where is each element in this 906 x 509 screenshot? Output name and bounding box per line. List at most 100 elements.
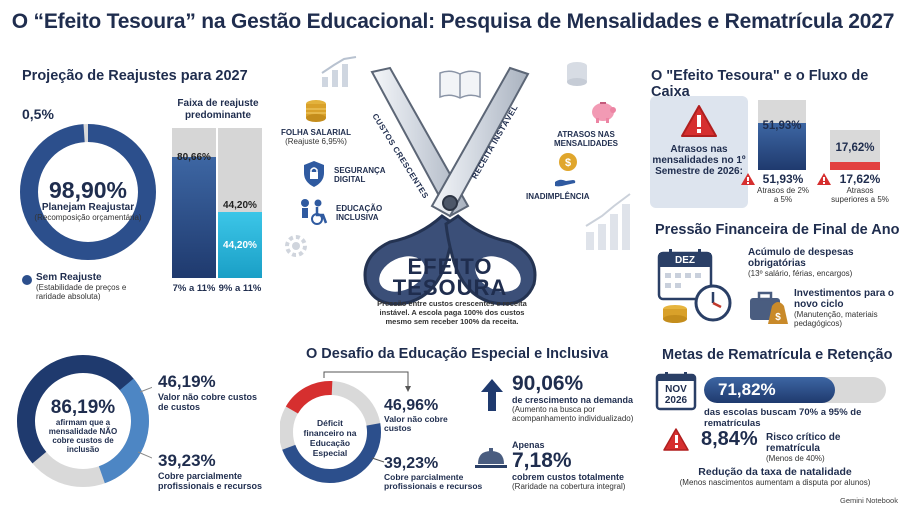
- inclusiva-label: EDUCAÇÃO INCLUSIVA: [336, 204, 383, 222]
- donut-sub: (Recomposição orçamentária): [34, 213, 142, 222]
- warning-small-icon-2: [817, 173, 831, 185]
- donut-value: 98,90%: [48, 177, 127, 203]
- inadimplencia-label: INADIMPLÊNCIA: [526, 192, 590, 201]
- scissors-icon: [363, 66, 537, 306]
- coin-stack-deco-icon: [567, 62, 587, 86]
- fluxo-bar1-caption-value: 51,93%: [762, 172, 804, 186]
- mensal-pct2-label: Cobre parcialmente profissionais e recur…: [158, 471, 263, 491]
- book-icon: [439, 70, 481, 99]
- folha-label: FOLHA SALARIAL: [281, 128, 351, 137]
- desafio-pct1-label: Valor não cobre custos: [384, 414, 448, 433]
- warning-metas-icon: [663, 428, 689, 451]
- warning-small-icon-1: [741, 173, 755, 185]
- atrasos-label: ATRASOS NAS MENSALIDADES: [553, 130, 618, 148]
- bar1-value: 80,66%: [177, 152, 211, 163]
- folha-sub: (Reajuste 6,95%): [285, 137, 347, 146]
- gear-deco-icon: [285, 235, 307, 257]
- cloche-icon: [475, 448, 507, 468]
- reajuste-donut: [20, 124, 156, 260]
- mensal-pct1-label: Valor não cobre custos de custos: [158, 392, 258, 412]
- seguranca-label: SEGURANÇA DIGITAL: [334, 166, 386, 184]
- legend-dot: [22, 275, 32, 285]
- stat2-title: cobrem custos totalmente: [512, 472, 625, 482]
- shield-lock-icon: [304, 161, 324, 187]
- bar2-fill: [218, 211, 262, 278]
- projecao-heading: Projeção de Reajustes para 2027: [22, 68, 248, 84]
- desafio-pct2-label: Cobre parcialmente profissionais e recur…: [384, 472, 483, 491]
- briefcase-icon: $: [750, 291, 788, 324]
- metas-heading: Metas de Rematrícula e Retenção: [662, 347, 893, 363]
- fluxo-bar2-bg: 17,62%: [830, 130, 880, 170]
- desafio-pct1: 46,96%: [384, 397, 439, 414]
- fluxo-bar1-bg: 51,93%: [758, 100, 806, 170]
- mensal-pct1: 46,19%: [158, 372, 216, 391]
- coin-icon: $: [559, 153, 577, 171]
- bar1-bg: 80,66%: [172, 128, 216, 278]
- sem-reajuste-pct: 0,5%: [22, 106, 54, 122]
- brand-label: Gemini Notebook: [840, 496, 898, 505]
- bar2-bg: 44,20% 44,20%: [218, 128, 262, 278]
- calendar-nov-icon: [655, 372, 697, 411]
- page-title: O “Efeito Tesoura” na Gestão Educacional…: [11, 10, 895, 33]
- risk-title: Risco crítico de rematrícula: [766, 432, 841, 454]
- metas-progress-track: 71,82%: [704, 377, 886, 403]
- pressao-item1-sub: (13º salário, férias, encargos): [748, 269, 853, 278]
- hand-coin-icon: [555, 179, 576, 187]
- pressao-item2-sub: (Manutenção, materiais pedagógicos): [794, 310, 878, 328]
- inclusao-donut-label: afirmam que a mensalidade NÃO cobre cust…: [48, 418, 118, 454]
- calendar-label: DEZ: [675, 255, 695, 266]
- fluxo-bar1-caption: Atrasos de 2% a 5%: [756, 186, 810, 204]
- stat1-title: de crescimento na demanda: [512, 395, 634, 405]
- deficit-donut: [280, 371, 411, 483]
- inclusao-donut: [17, 355, 152, 487]
- bar1-fill: [172, 157, 216, 278]
- warning-icon: [681, 105, 717, 137]
- accessibility-icon: [301, 199, 328, 225]
- inclusao-donut-value: 86,19%: [50, 397, 116, 418]
- stat2-value: 7,18%: [512, 449, 572, 472]
- legend-sub: (Estabilidade de preços e raridade absol…: [36, 283, 127, 301]
- fluxo-bar1-value: 51,93%: [762, 120, 802, 132]
- pressao-item2-title: Investimentos para o novo ciclo: [794, 288, 895, 310]
- calendar-month: NOV: [665, 384, 687, 395]
- donut-label: Planejam Reajustar: [41, 202, 135, 213]
- growth-deco-icon: [585, 193, 631, 250]
- piggy-bank-icon: [592, 102, 616, 123]
- fluxo-bar2-caption-value: 17,62%: [839, 172, 881, 186]
- bar2-value-inner: 44,20%: [223, 240, 257, 251]
- stat2-pre: Apenas: [512, 440, 545, 450]
- pressao-item1-title: Acúmulo de despesas obrigatórias: [748, 247, 854, 269]
- calendar-year: 2026: [664, 395, 688, 406]
- bar1-label: 7% a 11%: [172, 283, 216, 294]
- fluxo-bar1-fill: [758, 122, 806, 170]
- mensal-pct2: 39,23%: [158, 451, 216, 470]
- efeito-title-2: TESOURA: [392, 275, 508, 300]
- fluxo-bar2-fill: [830, 162, 880, 170]
- natal-title: Redução da taxa de natalidade: [698, 466, 852, 478]
- risk-value: 8,84%: [701, 428, 758, 450]
- bars-heading: Faixa de reajuste predominante: [177, 98, 259, 121]
- desafio-pct2: 39,23%: [384, 455, 439, 472]
- risk-sub: (Menos de 40%): [766, 454, 825, 463]
- bar2-value-top: 44,20%: [223, 200, 257, 211]
- fluxo-bar2-value: 17,62%: [835, 142, 875, 154]
- stat2-sub: (Raridade na cobertura integral): [512, 482, 626, 491]
- coins-icon: [306, 100, 326, 122]
- natal-sub: (Menos nascimentos aumentam a disputa po…: [679, 478, 871, 487]
- desafio-heading: O Desafio da Educação Especial e Inclusi…: [306, 346, 609, 362]
- metas-progress-fill: [704, 377, 835, 403]
- svg-text:$: $: [565, 157, 571, 169]
- stat1-sub: (Aumento na busca por acompanhamento ind…: [512, 405, 634, 423]
- svg-text:$: $: [775, 312, 781, 323]
- fluxo-bar2-caption: Atrasos superiores a 5%: [831, 186, 889, 204]
- deficit-label: Déficit financeiro na Educação Especial: [303, 418, 357, 458]
- bar2-label: 9% a 11%: [218, 283, 262, 294]
- efeito-desc: Pressão entre custos crescentes e receit…: [377, 299, 527, 326]
- calendar-clock-icon: [657, 249, 732, 323]
- metas-caption: das escolas buscam 70% a 95% de rematríc…: [704, 407, 862, 429]
- chart-deco-icon: [321, 56, 357, 87]
- stat1-value: 90,06%: [512, 372, 584, 395]
- metas-progress-value: 71,82%: [718, 380, 776, 399]
- arrow-up-icon: [481, 379, 503, 411]
- efeito-title-1: EFEITO: [407, 254, 493, 279]
